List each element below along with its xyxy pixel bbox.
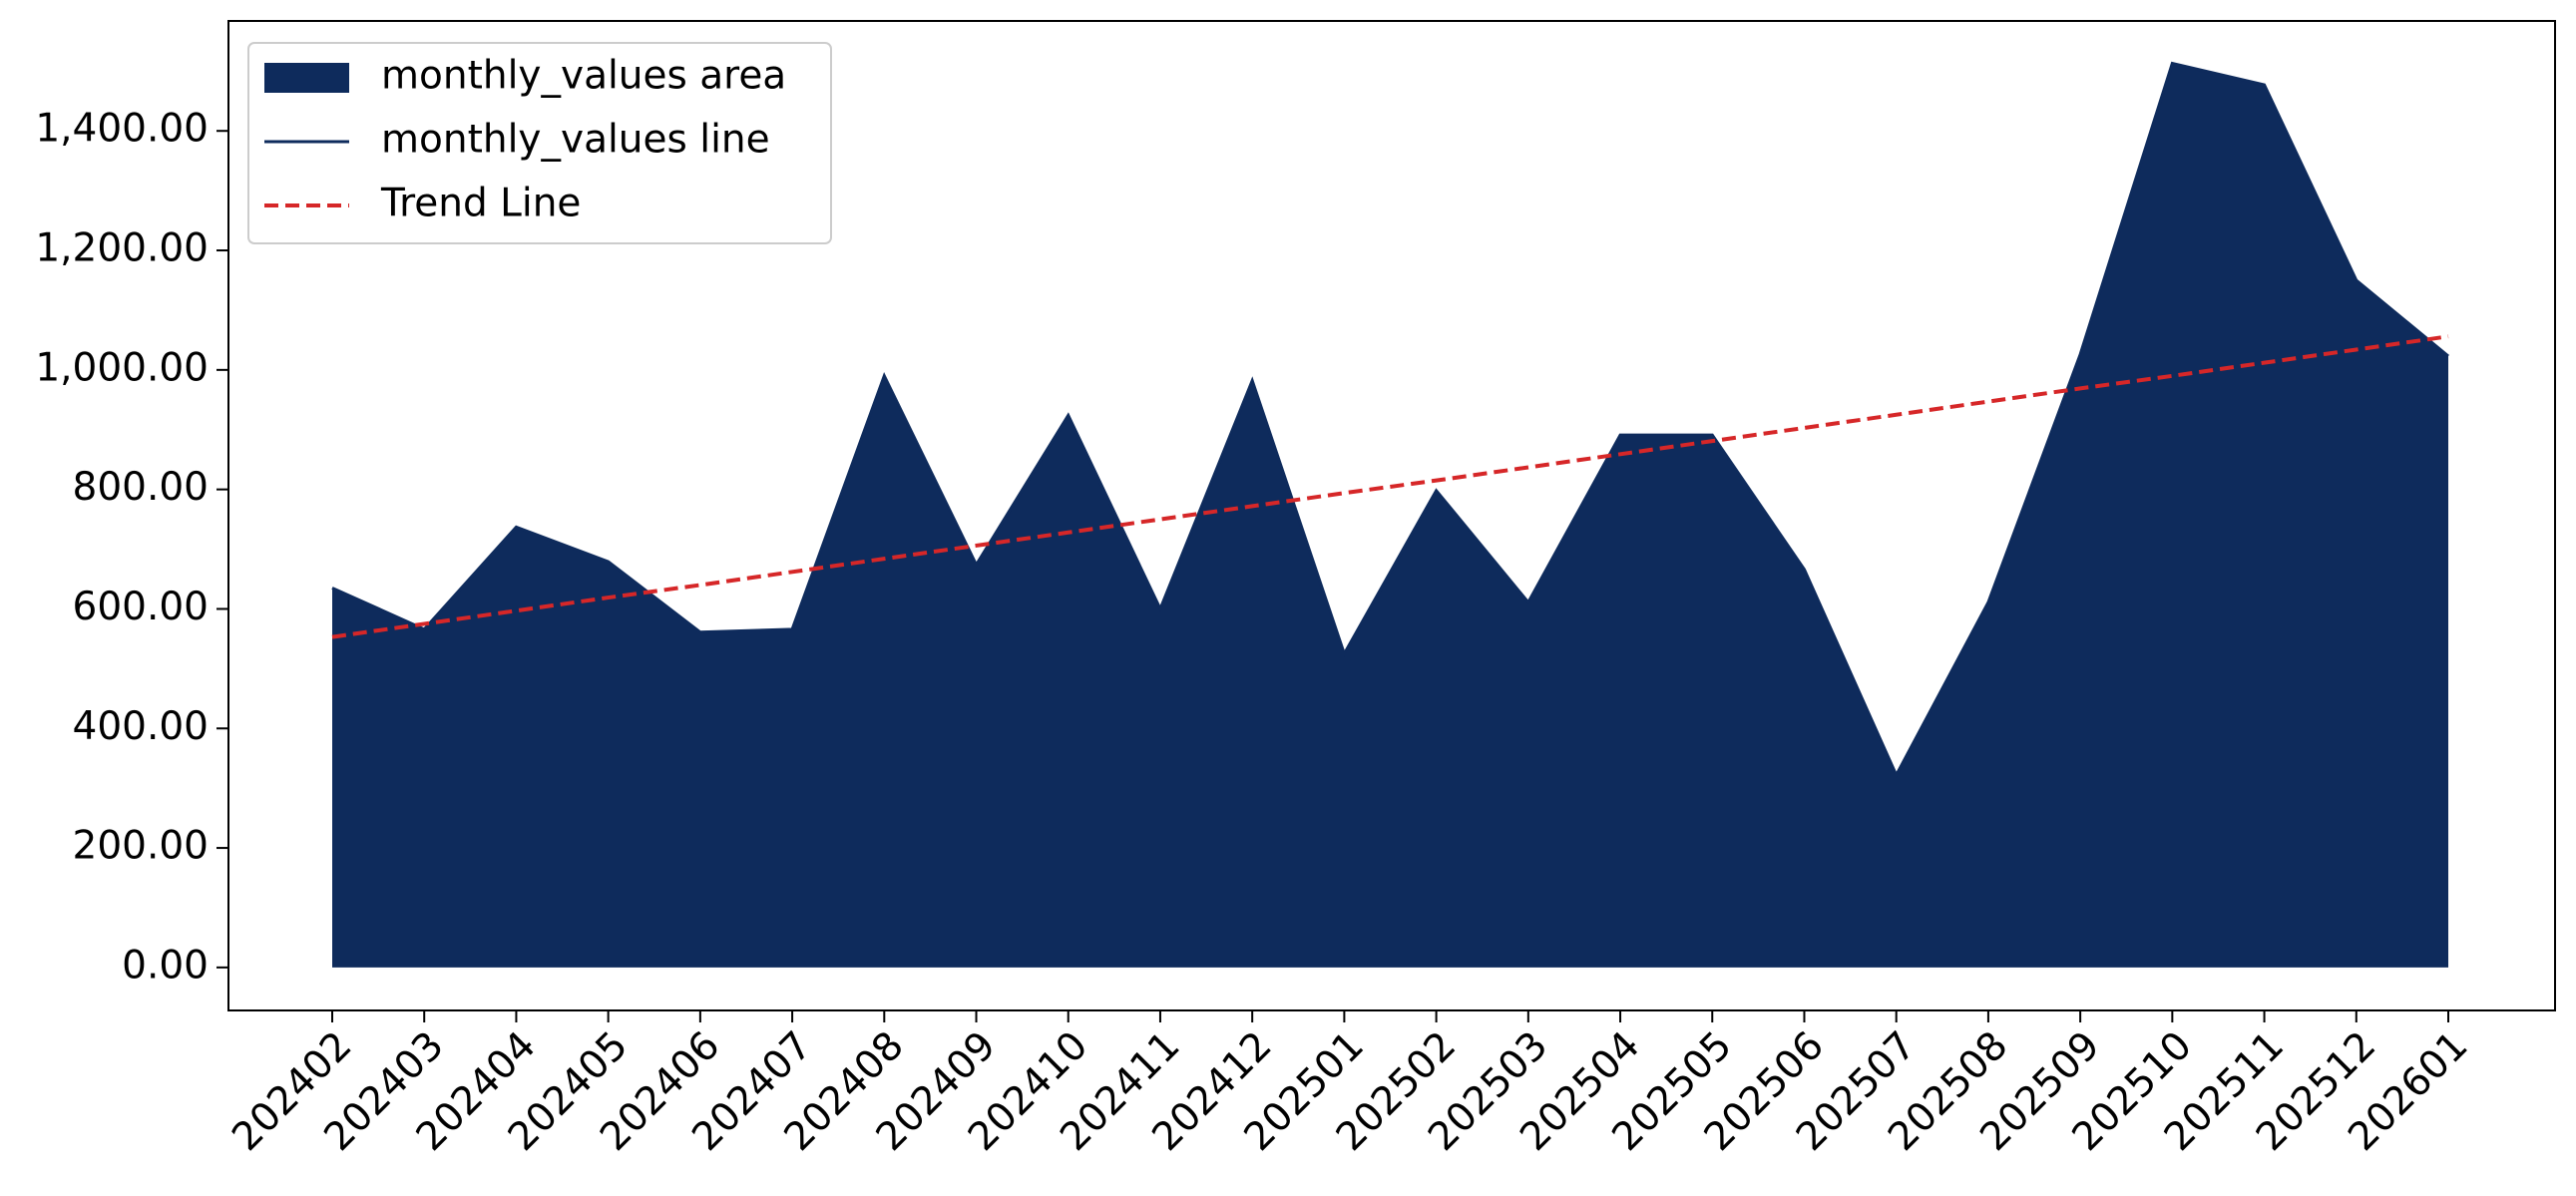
line <box>331 61 2449 779</box>
area <box>332 63 2448 968</box>
y-tick-label: 400.00 <box>73 704 209 749</box>
legend-swatch <box>264 63 349 93</box>
trend-line <box>331 334 2449 639</box>
legend-box <box>247 42 832 244</box>
legend-label: monthly_values area <box>381 54 786 99</box>
y-tick-label: 1,200.00 <box>35 226 209 271</box>
y-tick-label: 0.00 <box>122 943 209 988</box>
y-tick-label: 1,400.00 <box>35 107 209 152</box>
plot-frame <box>227 20 2556 1011</box>
legend-label: monthly_values line <box>381 118 770 163</box>
y-tick-label: 200.00 <box>73 824 209 869</box>
y-tick-label: 1,000.00 <box>35 345 209 390</box>
legend: monthly_values area monthly_values line Tr… <box>247 42 832 244</box>
legend-label: Trend Line <box>380 182 581 226</box>
y-tick-label: 800.00 <box>73 465 209 510</box>
y-tick-label: 600.00 <box>73 585 209 629</box>
